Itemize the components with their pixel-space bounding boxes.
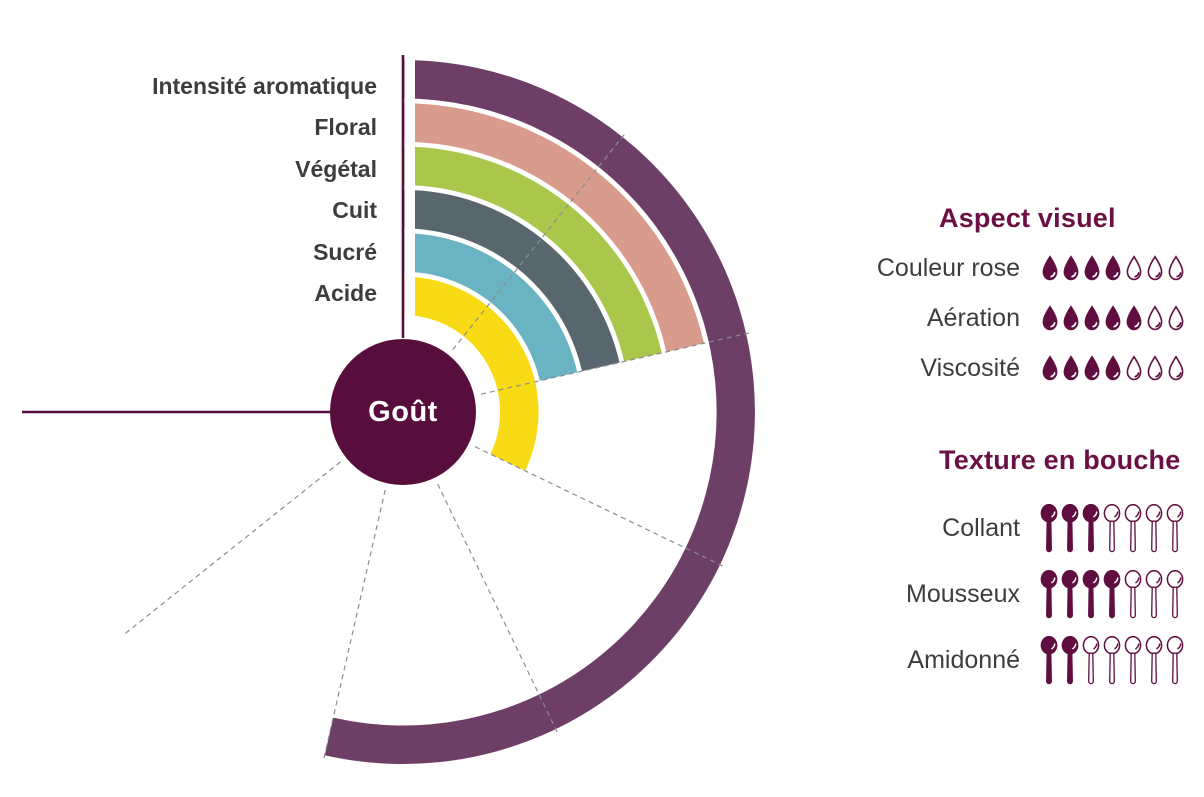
spoon-icon [1103,503,1121,552]
ring-label-acide: Acide [314,280,377,306]
spoon-icon [1124,635,1142,684]
spoon-icon [1061,503,1079,552]
ring-label-intensite-aromatique: Intensité aromatique [152,73,377,99]
droplet-icon [1147,304,1163,330]
spoon-icon [1145,503,1163,552]
droplet-icon [1126,304,1142,330]
droplet-icon [1126,254,1142,280]
rating-label-couleur-rose: Couleur rose [876,253,1020,282]
droplet-icon [1063,254,1079,280]
droplet-icon [1147,254,1163,280]
texture-en-bouche-title: Texture en bouche [939,445,1181,475]
droplet-icon [1105,304,1121,330]
scale-tick-dashed-1 [452,131,627,350]
rating-row-couleur-rose: Couleur rose [858,243,1190,293]
ring-segment-4 [403,233,578,381]
scale-tick-dashed-6 [122,461,341,636]
ring-label-floral: Floral [314,114,377,140]
ring-start-gap [404,52,415,340]
droplet-icon [1126,354,1142,380]
rating-label-collant: Collant [942,513,1020,542]
rating-row-viscosite: Viscosité [858,343,1190,393]
ring-segment-2 [403,146,662,362]
droplet-icon [1084,354,1100,380]
spoon-rating-collant [1040,503,1184,553]
spoon-icon [1166,569,1184,618]
scale-tick-dashed-4 [437,483,559,735]
spoon-icon [1040,569,1058,618]
droplet-rating-couleur-rose [1040,254,1186,282]
ring-label-vegetal: Végétal [295,156,377,182]
spoon-icon [1145,569,1163,618]
center-circle [330,339,476,485]
spoon-icon [1166,635,1184,684]
rating-row-aeration: Aération [858,293,1190,343]
droplet-icon [1042,354,1058,380]
spoon-rating-amidonne [1040,635,1184,685]
ring-segment-5 [403,276,539,471]
ring-label-sucre: Sucré [313,239,377,265]
droplet-icon [1063,304,1079,330]
droplet-icon [1147,354,1163,380]
droplet-icon [1042,254,1058,280]
spoon-icon [1082,503,1100,552]
droplet-icon [1105,354,1121,380]
spoon-icon [1103,569,1121,618]
droplet-icon [1063,354,1079,380]
droplet-icon [1042,304,1058,330]
ring-segment-3 [403,189,620,372]
ring-label-cuit: Cuit [332,197,377,223]
texture-en-bouche-rows: Collant Mousseux Amidonné [858,495,1190,693]
spoon-icon [1040,503,1058,552]
droplet-icon [1168,354,1184,380]
rating-label-viscosite: Viscosité [920,353,1020,382]
spoon-icon [1061,569,1079,618]
aspect-visuel-rows: Couleur rose Aération Viscosité [858,243,1190,393]
spoon-icon [1124,503,1142,552]
rating-row-mousseux: Mousseux [858,561,1190,627]
scale-tick-dashed-3 [474,446,726,568]
aspect-visuel-title: Aspect visuel [939,203,1116,233]
spoon-icon [1103,635,1121,684]
spoon-icon [1082,569,1100,618]
spoon-icon [1061,635,1079,684]
rating-label-amidonne: Amidonné [907,645,1020,674]
droplet-icon [1084,304,1100,330]
droplet-rating-viscosite [1040,354,1186,382]
spoon-icon [1082,635,1100,684]
spoon-icon [1166,503,1184,552]
droplet-icon [1168,304,1184,330]
spoon-icon [1124,569,1142,618]
droplet-icon [1105,254,1121,280]
droplet-icon [1168,254,1184,280]
rating-label-mousseux: Mousseux [906,579,1020,608]
scale-tick-dashed-2 [480,331,753,395]
rating-label-aeration: Aération [926,303,1020,332]
rating-row-amidonne: Amidonné [858,627,1190,693]
spoon-icon [1040,635,1058,684]
droplet-rating-aeration [1040,304,1186,332]
ring-segment-1 [403,103,704,352]
spoon-rating-mousseux [1040,569,1184,619]
chart-center-label: Goût [368,396,438,428]
droplet-icon [1084,254,1100,280]
rating-row-collant: Collant [858,495,1190,561]
scale-tick-dashed-5 [322,489,386,762]
spoon-icon [1145,635,1163,684]
